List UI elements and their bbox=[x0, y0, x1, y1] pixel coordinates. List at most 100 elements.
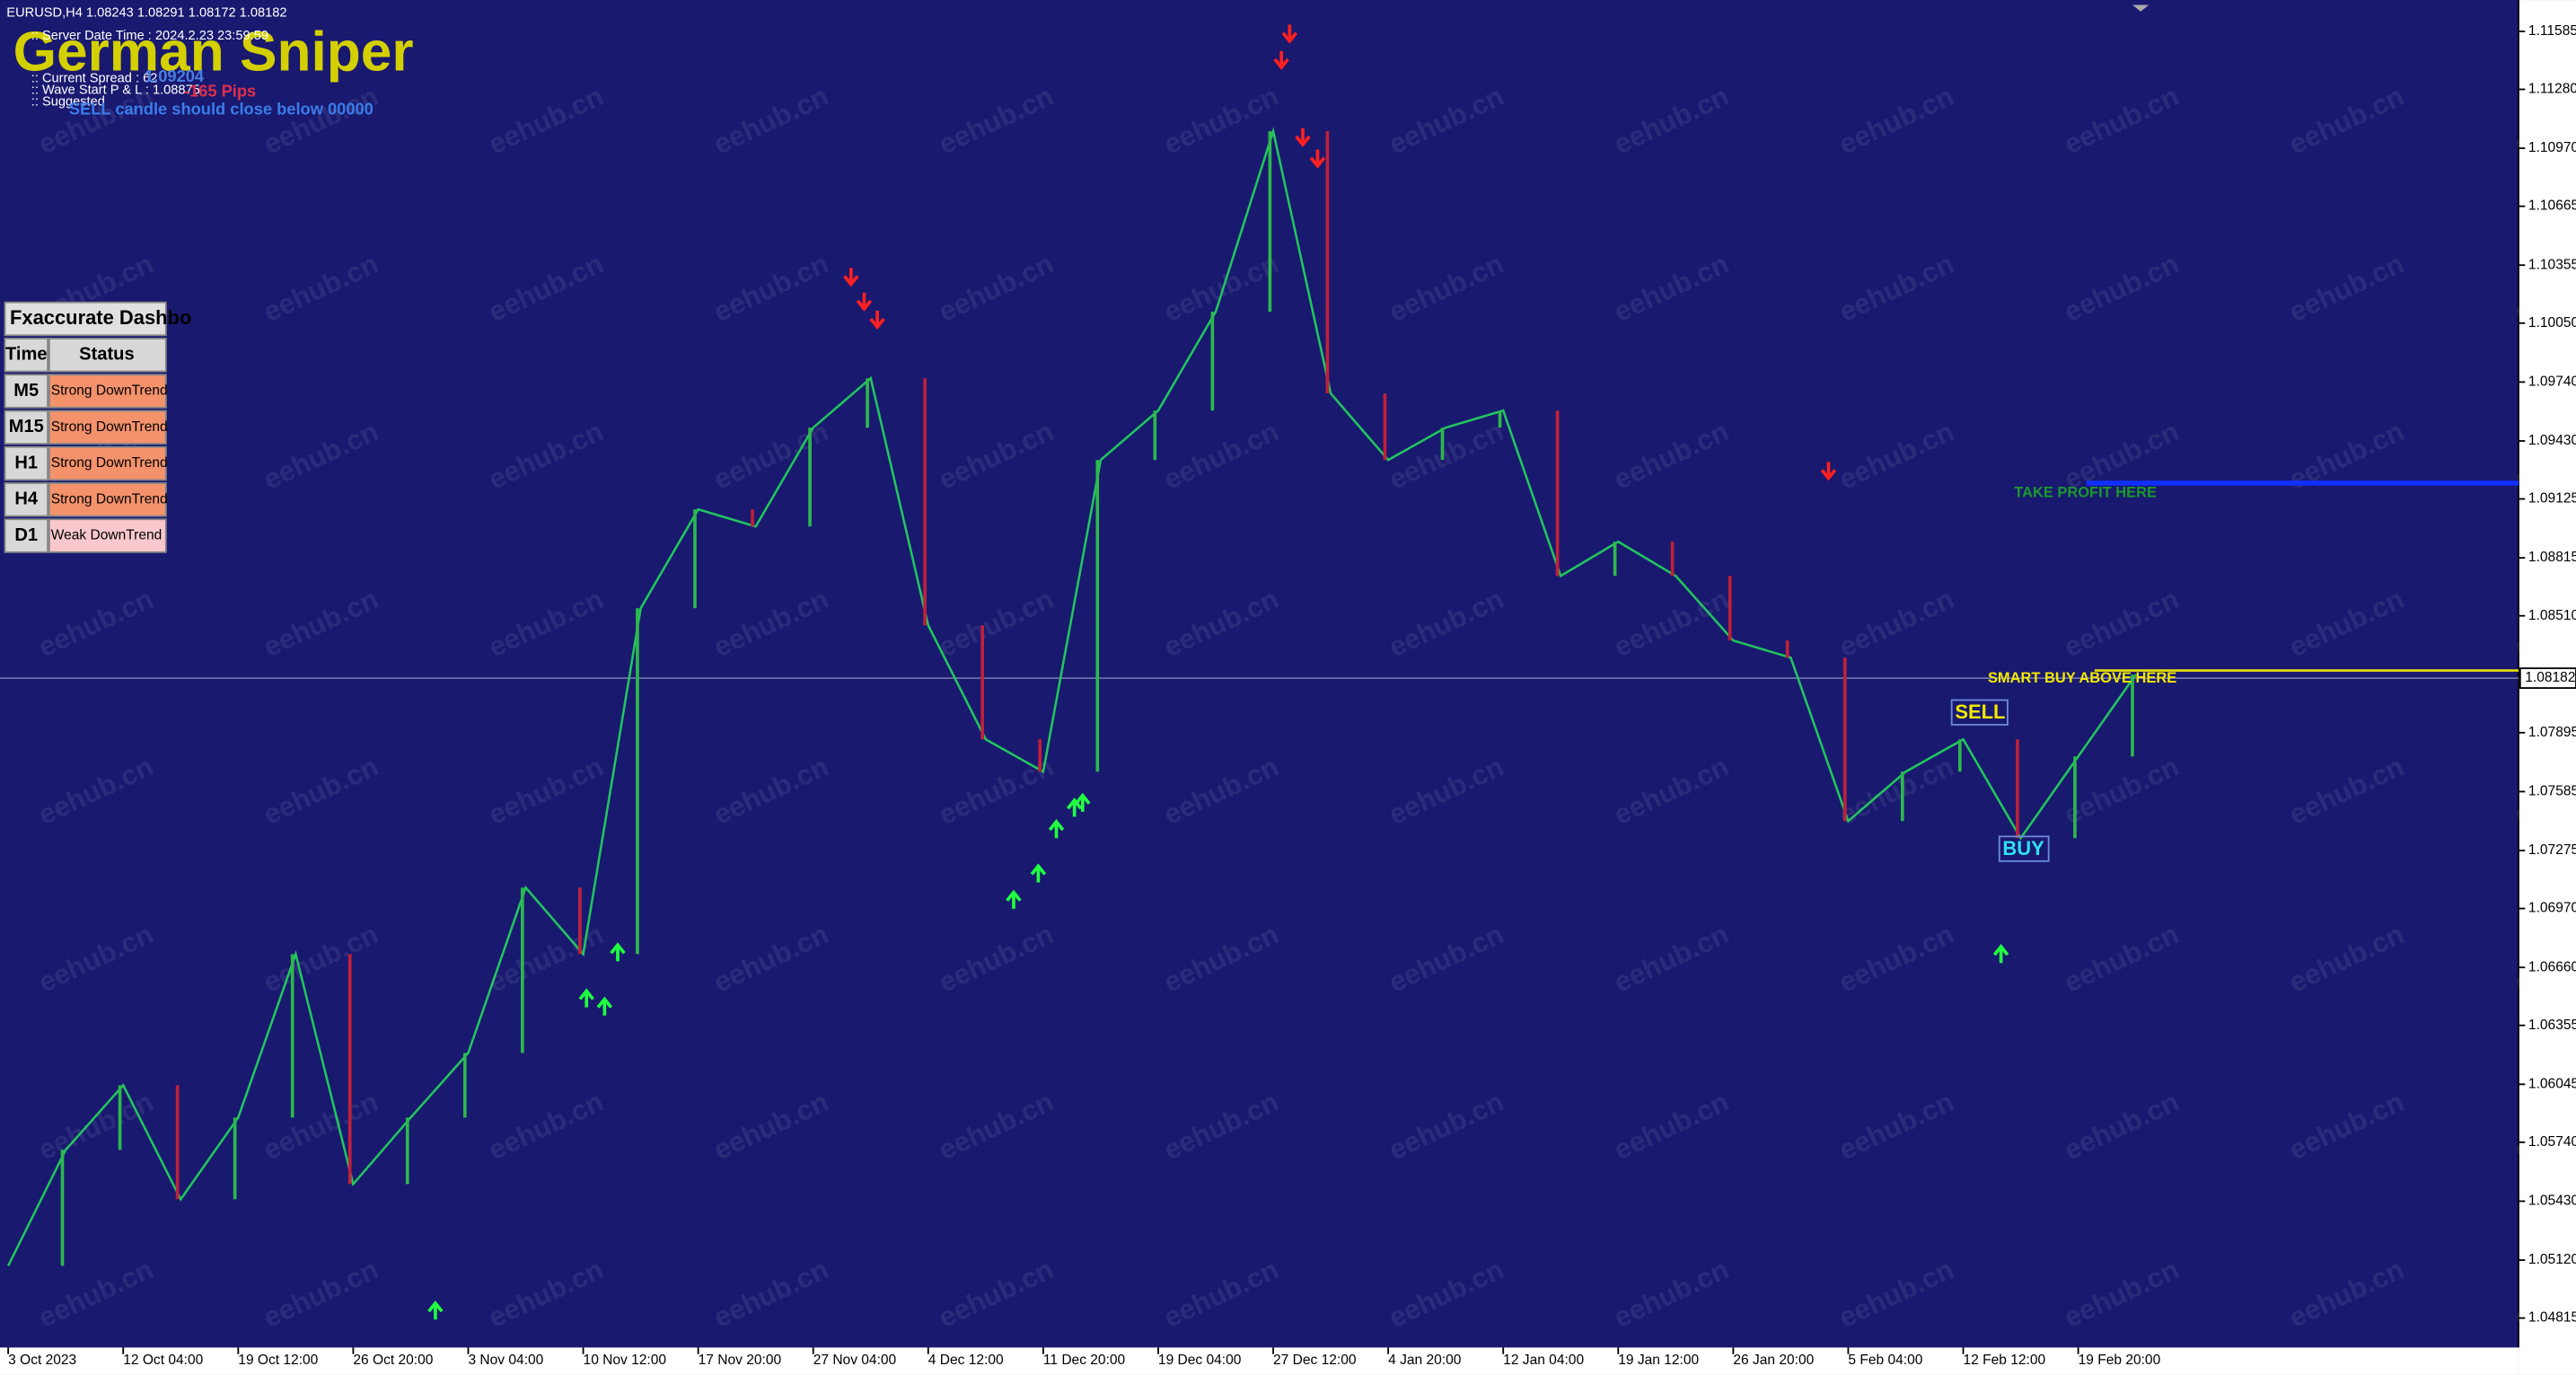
y-tick-label: 1.09430 bbox=[2528, 433, 2576, 448]
x-tick-label: 27 Dec 12:00 bbox=[1273, 1353, 1357, 1368]
y-tick-label: 1.07275 bbox=[2528, 842, 2576, 858]
y-tick-label: 1.06660 bbox=[2528, 959, 2576, 974]
dashboard-cell bbox=[4, 374, 48, 409]
current-price-label: 1.08182 bbox=[2525, 670, 2575, 685]
candle bbox=[290, 954, 295, 1118]
y-tick-label: 1.09125 bbox=[2528, 491, 2576, 507]
sell-box bbox=[1950, 699, 2009, 726]
dashboard-col-header bbox=[48, 338, 167, 373]
dashboard-status: Strong DownTrend bbox=[51, 491, 168, 507]
take-profit-label: TAKE PROFIT HERE bbox=[2014, 484, 2157, 500]
buy-arrow bbox=[1030, 863, 1047, 883]
x-tick-label: 12 Jan 04:00 bbox=[1503, 1353, 1584, 1368]
candle bbox=[1440, 427, 1445, 461]
candle bbox=[1095, 460, 1100, 772]
y-tick-label: 1.08510 bbox=[2528, 608, 2576, 623]
x-tick-label: 12 Oct 04:00 bbox=[123, 1353, 203, 1368]
info-overlay: 1.09204 bbox=[145, 66, 205, 85]
sell-label: SELL bbox=[1955, 701, 2005, 723]
y-tick-label: 1.06355 bbox=[2528, 1018, 2576, 1033]
annotations: TAKE PROFIT HERE SMART BUY ABOVE HERE SELL… bbox=[427, 24, 2519, 1320]
dashboard-column: Status bbox=[79, 345, 134, 365]
candle bbox=[521, 887, 524, 1053]
dashboard-cell bbox=[4, 445, 48, 481]
candle bbox=[751, 509, 754, 527]
info-line: :: Suggested bbox=[31, 94, 105, 109]
sell-arrow bbox=[856, 292, 873, 312]
candle bbox=[1958, 739, 1962, 772]
info-line: :: Current Spread : 62 bbox=[31, 72, 158, 86]
candle bbox=[1670, 542, 1675, 577]
buy-arrow bbox=[1075, 792, 1091, 812]
dashboard-cell bbox=[4, 482, 48, 517]
dashboard-header bbox=[4, 301, 167, 337]
y-tick-label: 1.06045 bbox=[2528, 1076, 2576, 1091]
y-tick-label: 1.05740 bbox=[2528, 1134, 2576, 1150]
candle bbox=[1268, 131, 1272, 313]
buy-box bbox=[1998, 835, 2050, 862]
dashboard-cell bbox=[4, 410, 48, 445]
y-tick-label: 1.04815 bbox=[2528, 1310, 2576, 1326]
current-price-box bbox=[2519, 667, 2576, 689]
sell-arrow bbox=[1295, 128, 1311, 147]
candle bbox=[175, 1085, 180, 1200]
x-tick-label: 19 Dec 04:00 bbox=[1158, 1353, 1242, 1368]
candle bbox=[1785, 640, 1789, 658]
y-tick-label: 1.11585 bbox=[2528, 23, 2576, 39]
x-tick-label: 3 Nov 04:00 bbox=[468, 1353, 543, 1368]
candle bbox=[1842, 657, 1847, 822]
y-tick-label: 1.10970 bbox=[2528, 140, 2576, 155]
candle bbox=[693, 509, 697, 609]
x-tick-label: 11 Dec 20:00 bbox=[1043, 1353, 1126, 1368]
candle bbox=[808, 427, 812, 527]
dashboard-col-header bbox=[4, 338, 48, 373]
info-overlay: -165 Pips bbox=[184, 81, 256, 100]
candle bbox=[2073, 756, 2077, 839]
y-tick-label: 1.10665 bbox=[2528, 198, 2576, 214]
candle bbox=[347, 954, 352, 1185]
dashboard-cell bbox=[48, 445, 167, 481]
x-tick-label: 19 Jan 12:00 bbox=[1618, 1353, 1699, 1368]
dashboard-cell bbox=[48, 410, 167, 445]
x-tick-label: 26 Oct 20:00 bbox=[353, 1353, 433, 1368]
candle bbox=[462, 1053, 467, 1118]
dashboard-timeframe: H1 bbox=[14, 453, 38, 472]
y-tick-label: 1.07585 bbox=[2528, 784, 2576, 799]
symbol-line: EURUSD,H4 1.08243 1.08291 1.08172 1.0818… bbox=[6, 6, 286, 21]
x-tick-label: 4 Dec 12:00 bbox=[928, 1353, 1004, 1368]
x-tick-label: 17 Nov 20:00 bbox=[699, 1353, 782, 1368]
candle bbox=[2016, 739, 2019, 839]
time-axis bbox=[0, 1347, 2519, 1375]
dashboard-timeframe: H4 bbox=[14, 489, 39, 509]
candle bbox=[980, 625, 985, 740]
dashboard: Fxaccurate Dashbo Time Status M5 Strong Dow… bbox=[4, 301, 191, 553]
sell-arrow bbox=[1820, 462, 1837, 481]
candle bbox=[1210, 312, 1215, 411]
buy-arrow bbox=[1066, 798, 1083, 817]
dashboard-cell bbox=[4, 518, 48, 553]
candle bbox=[1383, 393, 1387, 461]
dashboard-timeframe: M5 bbox=[13, 381, 39, 401]
plot bbox=[0, 31, 2526, 1354]
sell-arrow bbox=[1273, 50, 1289, 70]
y-tick-label: 1.08815 bbox=[2528, 550, 2576, 565]
candle bbox=[1325, 131, 1330, 394]
info-line: :: Wave Start P & L : 1.08875 bbox=[31, 84, 200, 98]
dashboard-timeframe: D1 bbox=[14, 525, 38, 545]
candle bbox=[1900, 771, 1904, 822]
dashboard-column: Time bbox=[5, 345, 48, 365]
info-overlay: SELL candle should close below 00000 bbox=[69, 99, 374, 118]
y-tick-label: 1.10355 bbox=[2528, 257, 2576, 272]
candle bbox=[636, 608, 639, 955]
dashboard-status: Strong DownTrend bbox=[51, 455, 168, 471]
buy-arrow bbox=[1006, 889, 1022, 909]
x-tick-label: 12 Feb 12:00 bbox=[1964, 1353, 2046, 1368]
scroll-marker bbox=[2132, 4, 2150, 12]
buy-arrow bbox=[596, 996, 613, 1016]
sell-arrow bbox=[1281, 24, 1298, 44]
candle bbox=[923, 378, 927, 626]
buy-arrow bbox=[427, 1300, 444, 1320]
candle bbox=[118, 1085, 122, 1150]
sell-arrow bbox=[843, 268, 859, 287]
